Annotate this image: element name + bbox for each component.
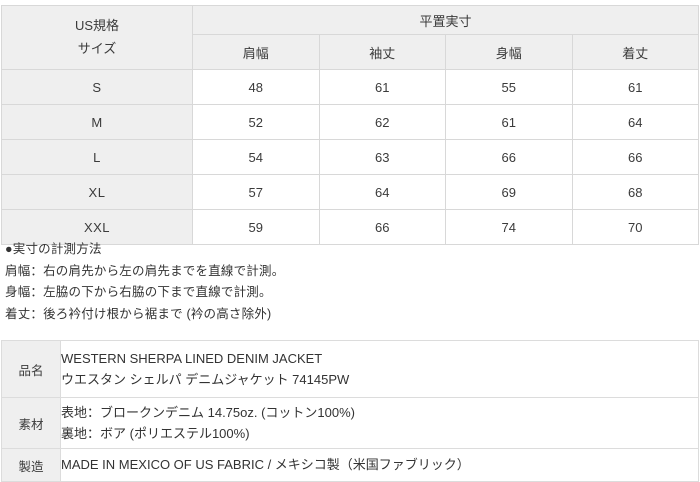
size-table-header-row-2: 肩幅 袖丈 身幅 着丈	[2, 34, 699, 70]
measure-value-sleeve: 63	[318, 139, 446, 175]
measure-value-chest: 66	[445, 139, 573, 175]
size-label: XL	[1, 174, 193, 210]
material-outer: 表地：ブロークンデニム 14.75oz. (コットン100%)	[61, 404, 356, 420]
measure-value-shoulder: 57	[192, 174, 320, 210]
table-row: L 54 63 66 66	[1, 139, 699, 175]
measure-header-chest: 身幅	[445, 34, 573, 70]
size-table-head: US規格 サイズ 平置実寸 肩幅 袖丈 身幅 着丈	[1, 5, 699, 70]
measurement-notes: ●実寸の計測方法 肩幅：右の肩先から左の肩先までを直線で計測。 身幅：左脇の下か…	[5, 239, 605, 325]
measure-value-length: 66	[571, 139, 699, 175]
measure-value-sleeve: 61	[318, 69, 446, 105]
size-table-header-row-1: US規格 サイズ 平置実寸	[1, 5, 699, 70]
material-row: 素材 表地：ブロークンデニム 14.75oz. (コットン100%) 裏地：ボア…	[1, 397, 699, 449]
manufacture-row: 製造 MADE IN MEXICO OF US FABRIC / メキシコ製（米…	[1, 448, 699, 482]
product-name-japanese: ウエスタン シェルパ デニムジャケット 74145PW	[61, 372, 350, 387]
size-measurement-table: US規格 サイズ 平置実寸 肩幅 袖丈 身幅 着丈 S 48 61 55	[1, 5, 699, 245]
measure-value-sleeve: 62	[318, 104, 446, 140]
product-info-table: 品名 WESTERN SHERPA LINED DENIM JACKET ウエス…	[1, 340, 699, 482]
material-lining: 裏地：ボア (ポリエステル100%)	[61, 426, 250, 441]
size-table-body: S 48 61 55 61 M 52 62 61 64 L 54 63	[1, 69, 699, 245]
measure-value-chest: 69	[445, 174, 573, 210]
measurement-group-header: 平置実寸	[192, 5, 699, 35]
measure-value-length: 70	[571, 209, 699, 245]
measurement-note-chest: 身幅：左脇の下から右脇の下まで直線で計測。	[5, 285, 272, 299]
measure-value-length: 64	[571, 104, 699, 140]
measure-value-length: 61	[571, 69, 699, 105]
measure-value-chest: 61	[445, 104, 573, 140]
measure-value-shoulder: 59	[192, 209, 320, 245]
product-name-value: WESTERN SHERPA LINED DENIM JACKET ウエスタン …	[60, 340, 699, 398]
product-name-label: 品名	[1, 340, 61, 398]
measure-header-length: 着丈	[571, 34, 699, 70]
manufacture-label: 製造	[1, 448, 61, 482]
product-info-body: 品名 WESTERN SHERPA LINED DENIM JACKET ウエス…	[1, 340, 699, 482]
table-row: M 52 62 61 64	[1, 104, 699, 140]
measure-value-chest: 74	[445, 209, 573, 245]
measure-value-length: 68	[571, 174, 699, 210]
size-label: S	[1, 69, 193, 105]
measurement-note-length: 着丈：後ろ衿付け根から裾まで (衿の高さ除外)	[5, 306, 272, 321]
measure-header-sleeve: 袖丈	[318, 34, 446, 70]
size-label: L	[1, 139, 193, 175]
measure-value-sleeve: 64	[318, 174, 446, 210]
measure-header-shoulder: 肩幅	[192, 34, 320, 70]
product-name-english: WESTERN SHERPA LINED DENIM JACKET	[61, 350, 323, 366]
material-label: 素材	[1, 397, 61, 449]
size-column-header-line1: US規格	[74, 17, 120, 33]
measure-value-shoulder: 48	[192, 69, 320, 105]
size-column-header-line2: サイズ	[77, 40, 117, 56]
size-column-header: US規格 サイズ	[1, 5, 193, 70]
table-row: S 48 61 55 61	[1, 69, 699, 105]
size-table-container: US規格 サイズ 平置実寸 肩幅 袖丈 身幅 着丈 S 48 61 55	[1, 5, 699, 245]
measurement-notes-title: ●実寸の計測方法	[5, 242, 102, 256]
measurement-note-shoulder: 肩幅：右の肩先から左の肩先までを直線で計測。	[5, 263, 285, 278]
size-label: XXL	[1, 209, 193, 245]
product-info-container: 品名 WESTERN SHERPA LINED DENIM JACKET ウエス…	[1, 340, 699, 482]
table-row: XXL 59 66 74 70	[1, 209, 699, 245]
measure-value-shoulder: 52	[192, 104, 320, 140]
measure-value-shoulder: 54	[192, 139, 320, 175]
product-name-row: 品名 WESTERN SHERPA LINED DENIM JACKET ウエス…	[1, 340, 699, 398]
size-label: M	[1, 104, 193, 140]
table-row: XL 57 64 69 68	[1, 174, 699, 210]
measure-value-sleeve: 66	[318, 209, 446, 245]
manufacture-value: MADE IN MEXICO OF US FABRIC / メキシコ製（米国ファ…	[60, 448, 699, 482]
material-value: 表地：ブロークンデニム 14.75oz. (コットン100%) 裏地：ボア (ポ…	[60, 397, 699, 449]
measure-value-chest: 55	[445, 69, 573, 105]
